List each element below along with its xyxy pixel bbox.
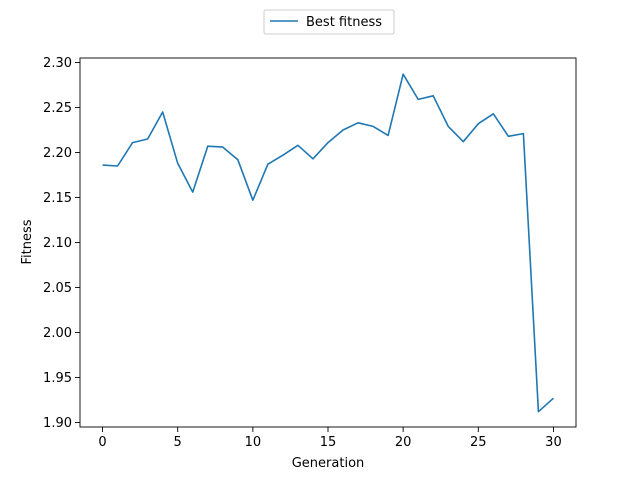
data-point [251, 199, 254, 202]
data-point [432, 94, 435, 97]
data-point [281, 154, 284, 157]
x-tick-label: 15 [320, 435, 337, 450]
x-tick-label: 5 [174, 435, 182, 450]
y-tick-label: 2.25 [43, 101, 72, 116]
data-point [266, 163, 269, 166]
data-point [417, 98, 420, 101]
y-tick-label: 2.20 [43, 146, 72, 161]
axis-ticks: 0 5 10 15 20 25 30 1.90 1.95 2.00 2.05 2.10 2.15 2.20… [43, 56, 562, 450]
data-point [131, 141, 134, 144]
y-tick-label: 2.05 [43, 281, 72, 296]
data-point [447, 125, 450, 128]
data-point [507, 135, 510, 138]
x-tick-label: 20 [395, 435, 412, 450]
data-point [387, 134, 390, 137]
data-point [311, 157, 314, 160]
y-tick-label: 1.90 [43, 416, 72, 431]
plot-frame [79, 57, 577, 428]
legend-label-best-fitness: Best fitness [306, 15, 382, 30]
data-point [402, 73, 405, 76]
data-point [341, 128, 344, 131]
data-point [537, 410, 540, 413]
y-tick-label: 2.10 [43, 236, 72, 251]
y-tick-label: 2.00 [43, 326, 72, 341]
data-point [462, 140, 465, 143]
data-point [371, 125, 374, 128]
series-points [101, 73, 555, 414]
data-point [206, 145, 209, 148]
x-axis-label: Generation [292, 456, 365, 471]
data-point [176, 162, 179, 165]
data-point [326, 141, 329, 144]
legend-frame [263, 9, 395, 35]
data-point [356, 121, 359, 124]
data-point [116, 164, 119, 167]
data-point [221, 146, 224, 149]
legend: Best fitness [263, 9, 395, 35]
data-point [161, 110, 164, 113]
x-tick-label: 10 [245, 435, 262, 450]
data-point [101, 164, 104, 167]
y-tick-label: 2.15 [43, 191, 72, 206]
data-point [296, 144, 299, 147]
y-tick-label: 2.30 [43, 56, 72, 71]
data-point [146, 137, 149, 140]
data-point [522, 132, 525, 135]
x-tick-label: 0 [98, 435, 106, 450]
y-axis-label: Fitness [20, 219, 35, 264]
series-line-best-fitness [102, 73, 554, 413]
data-point [191, 191, 194, 194]
y-tick-label: 1.95 [43, 371, 72, 386]
x-tick-label: 25 [470, 435, 487, 450]
x-tick-label: 30 [545, 435, 562, 450]
data-point [552, 397, 555, 400]
data-point [477, 122, 480, 125]
data-point [236, 158, 239, 161]
data-point [492, 112, 495, 115]
